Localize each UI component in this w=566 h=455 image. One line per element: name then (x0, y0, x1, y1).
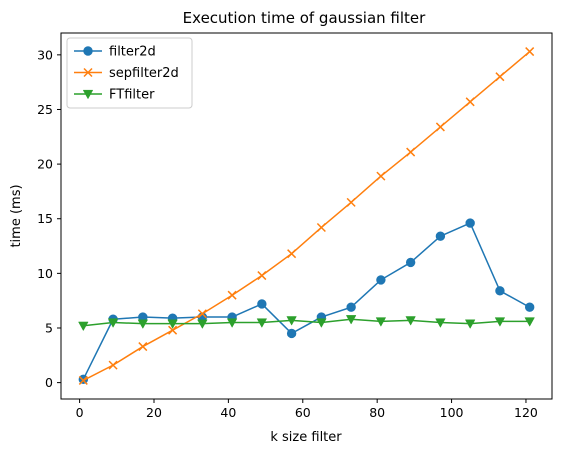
y-tick-label: 5 (45, 320, 53, 335)
series-line-filter2d (83, 223, 529, 379)
y-tick-label: 10 (37, 266, 53, 281)
y-tick-label: 0 (45, 375, 53, 390)
data-point-sepfilter2d (377, 172, 385, 180)
series-filter2d (79, 219, 534, 384)
data-point-filter2d (258, 300, 266, 308)
y-axis: 0 5 10 15 20 25 30 (37, 47, 61, 390)
data-point-sepfilter2d (258, 272, 266, 280)
x-tick-label: 100 (440, 405, 464, 420)
data-point-filter2d (287, 329, 295, 337)
data-point-filter2d (466, 219, 474, 227)
data-point-ftfilter (79, 322, 89, 331)
legend-label-sepfilter2d: sepfilter2d (109, 66, 179, 81)
x-tick-label: 60 (295, 405, 311, 420)
data-point-sepfilter2d (436, 123, 444, 131)
legend-label-ftfilter: FTfilter (109, 88, 155, 103)
data-point-filter2d (525, 303, 533, 311)
x-tick-label: 0 (76, 405, 84, 420)
x-axis: 0 20 40 60 80 100 120 (76, 399, 538, 420)
legend-marker-filter2d (84, 47, 92, 55)
chart-title: Execution time of gaussian filter (183, 9, 426, 27)
legend: filter2d sepfilter2d FTfilter (67, 38, 192, 108)
y-tick-label: 30 (37, 47, 53, 62)
data-point-filter2d (347, 303, 355, 311)
data-point-sepfilter2d (496, 73, 504, 81)
x-tick-label: 80 (369, 405, 385, 420)
data-point-filter2d (406, 258, 414, 266)
data-point-sepfilter2d (526, 48, 534, 56)
data-point-sepfilter2d (317, 223, 325, 231)
data-point-filter2d (496, 287, 504, 295)
data-point-sepfilter2d (288, 250, 296, 258)
x-tick-label: 40 (220, 405, 236, 420)
data-point-sepfilter2d (139, 343, 147, 351)
x-tick-label: 120 (514, 405, 538, 420)
data-point-sepfilter2d (228, 291, 236, 299)
data-point-sepfilter2d (407, 148, 415, 156)
x-tick-label: 20 (146, 405, 162, 420)
y-axis-label: time (ms) (9, 184, 24, 247)
y-tick-label: 25 (37, 102, 53, 117)
data-point-filter2d (377, 276, 385, 284)
legend-label-filter2d: filter2d (109, 45, 156, 60)
data-point-sepfilter2d (109, 361, 117, 369)
data-point-sepfilter2d (347, 198, 355, 206)
x-axis-label: k size filter (270, 430, 342, 445)
y-tick-label: 15 (37, 211, 53, 226)
y-tick-label: 20 (37, 157, 53, 172)
data-point-sepfilter2d (466, 98, 474, 106)
data-point-filter2d (436, 232, 444, 240)
